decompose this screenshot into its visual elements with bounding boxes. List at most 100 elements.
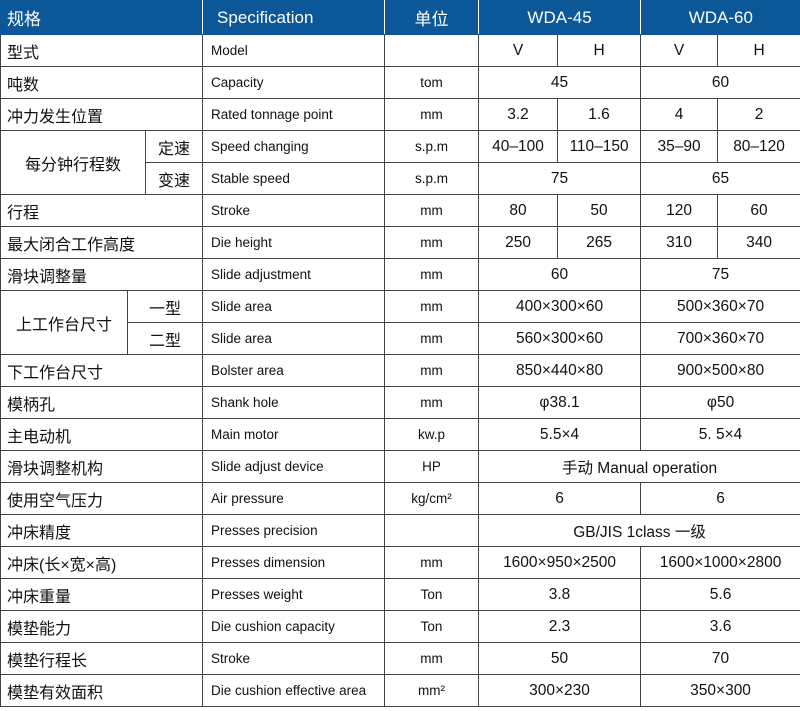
table-row: 模垫行程长 Stroke mm 50 70 — [0, 642, 800, 675]
row-value: 2.3 — [478, 610, 642, 643]
table-row: 吨数 Capacity tom 45 60 — [0, 66, 800, 99]
row-value: 700×360×70 — [640, 322, 800, 355]
row-value: 6 — [640, 482, 800, 515]
table-row: 冲床(长×宽×高) Presses dimension mm 1600×950×250… — [0, 546, 800, 579]
table-row: 二型 Slide area mm 560×300×60 700×360×70 — [1, 322, 800, 355]
row-specification: Air pressure — [202, 482, 386, 515]
table-row: 每分钟行程数 定速 Speed changing s.p.m 40–100 110–150… — [0, 130, 800, 195]
row-value: φ50 — [640, 386, 800, 419]
row-unit: s.p.m — [384, 130, 480, 163]
row-specification: Die cushion capacity — [202, 610, 386, 643]
row-value: 70 — [640, 642, 800, 675]
row-unit: kw.p — [384, 418, 480, 451]
row-value: 500×360×70 — [640, 290, 800, 323]
row-sub-label: 一型 — [126, 290, 204, 323]
row-value: 1.6 — [557, 98, 642, 131]
row-value: V — [640, 34, 719, 67]
row-value: 5.5×4 — [478, 418, 642, 451]
row-value: 350×300 — [640, 674, 800, 707]
row-value: 400×300×60 — [478, 290, 642, 323]
header-row: 规格 Specification 单位 WDA-45 WDA-60 — [0, 0, 800, 35]
row-unit — [384, 34, 480, 67]
row-specification: Slide area — [202, 290, 386, 323]
row-cn-label: 下工作台尺寸 — [0, 354, 204, 387]
row-value: 250 — [478, 226, 559, 259]
row-cn-label: 最大闭合工作高度 — [0, 226, 204, 259]
row-value: 45 — [478, 66, 642, 99]
row-value: 3.8 — [478, 578, 642, 611]
row-cn-label: 使用空气压力 — [0, 482, 204, 515]
row-value: 80 — [478, 194, 559, 227]
row-unit: mm — [384, 354, 480, 387]
row-value: 60 — [717, 194, 800, 227]
table-row: 滑块调整量 Slide adjustment mm 60 75 — [0, 258, 800, 291]
table-row: 行程 Stroke mm 80 50 120 60 — [0, 194, 800, 227]
row-value: 3.2 — [478, 98, 559, 131]
row-value: GB/JIS 1class 一级 — [478, 514, 800, 547]
row-specification: Stroke — [202, 194, 386, 227]
row-unit: mm² — [384, 674, 480, 707]
row-specification: Stroke — [202, 642, 386, 675]
row-cn-label: 模柄孔 — [0, 386, 204, 419]
header-model-wda45: WDA-45 — [478, 0, 642, 35]
row-value: 2 — [717, 98, 800, 131]
table-row: 冲床精度 Presses precision GB/JIS 1class 一级 — [0, 514, 800, 547]
row-specification: Main motor — [202, 418, 386, 451]
row-group-label: 每分钟行程数 — [0, 130, 146, 195]
row-value: 900×500×80 — [640, 354, 800, 387]
row-value: 300×230 — [478, 674, 642, 707]
table-row: 主电动机 Main motor kw.p 5.5×4 5. 5×4 — [0, 418, 800, 451]
table-row: 模柄孔 Shank hole mm φ38.1 φ50 — [0, 386, 800, 419]
header-unit: 单位 — [384, 0, 480, 35]
table-row: 变速 Stable speed s.p.m 75 65 — [1, 162, 800, 195]
row-value: 4 — [640, 98, 719, 131]
row-value: 65 — [640, 162, 800, 195]
row-specification: Speed changing — [202, 130, 386, 163]
table-row: 最大闭合工作高度 Die height mm 250 265 310 340 — [0, 226, 800, 259]
row-value: 340 — [717, 226, 800, 259]
row-cn-label: 型式 — [0, 34, 204, 67]
row-value: 50 — [478, 642, 642, 675]
row-specification: Presses dimension — [202, 546, 386, 579]
row-unit — [384, 514, 480, 547]
row-specification: Rated tonnage point — [202, 98, 386, 131]
row-value: 5. 5×4 — [640, 418, 800, 451]
row-value: 310 — [640, 226, 719, 259]
row-cn-label: 模垫有效面积 — [0, 674, 204, 707]
row-value: 60 — [478, 258, 642, 291]
row-value: 120 — [640, 194, 719, 227]
row-specification: Slide area — [202, 322, 386, 355]
row-value: 560×300×60 — [478, 322, 642, 355]
row-group-label: 上工作台尺寸 — [0, 290, 128, 355]
row-value: 265 — [557, 226, 642, 259]
row-specification: Shank hole — [202, 386, 386, 419]
row-unit: mm — [384, 258, 480, 291]
row-specification: Slide adjustment — [202, 258, 386, 291]
row-value: 80–120 — [717, 130, 800, 163]
row-value: 850×440×80 — [478, 354, 642, 387]
row-specification: Die cushion effective area — [202, 674, 386, 707]
row-unit: Ton — [384, 610, 480, 643]
row-sub-label: 二型 — [126, 322, 204, 355]
row-cn-label: 模垫行程长 — [0, 642, 204, 675]
table-row: 冲床重量 Presses weight Ton 3.8 5.6 — [0, 578, 800, 611]
row-unit: mm — [384, 386, 480, 419]
row-value: 75 — [478, 162, 642, 195]
row-specification: Die height — [202, 226, 386, 259]
row-value: 110–150 — [557, 130, 642, 163]
row-unit: Ton — [384, 578, 480, 611]
row-sub-label: 定速 — [144, 130, 204, 163]
row-value: 40–100 — [478, 130, 559, 163]
row-value: V — [478, 34, 559, 67]
row-value: 1600×950×2500 — [478, 546, 642, 579]
row-unit: kg/cm² — [384, 482, 480, 515]
row-specification: Model — [202, 34, 386, 67]
row-unit: mm — [384, 322, 480, 355]
row-cn-label: 模垫能力 — [0, 610, 204, 643]
row-cn-label: 滑块调整量 — [0, 258, 204, 291]
table-row: 使用空气压力 Air pressure kg/cm² 6 6 — [0, 482, 800, 515]
table-row: 滑块调整机构 Slide adjust device HP 手动 Manual ope… — [0, 450, 800, 483]
table-row: 冲力发生位置 Rated tonnage point mm 3.2 1.6 4 2 — [0, 98, 800, 131]
table-row: 型式 Model V H V H — [0, 34, 800, 67]
